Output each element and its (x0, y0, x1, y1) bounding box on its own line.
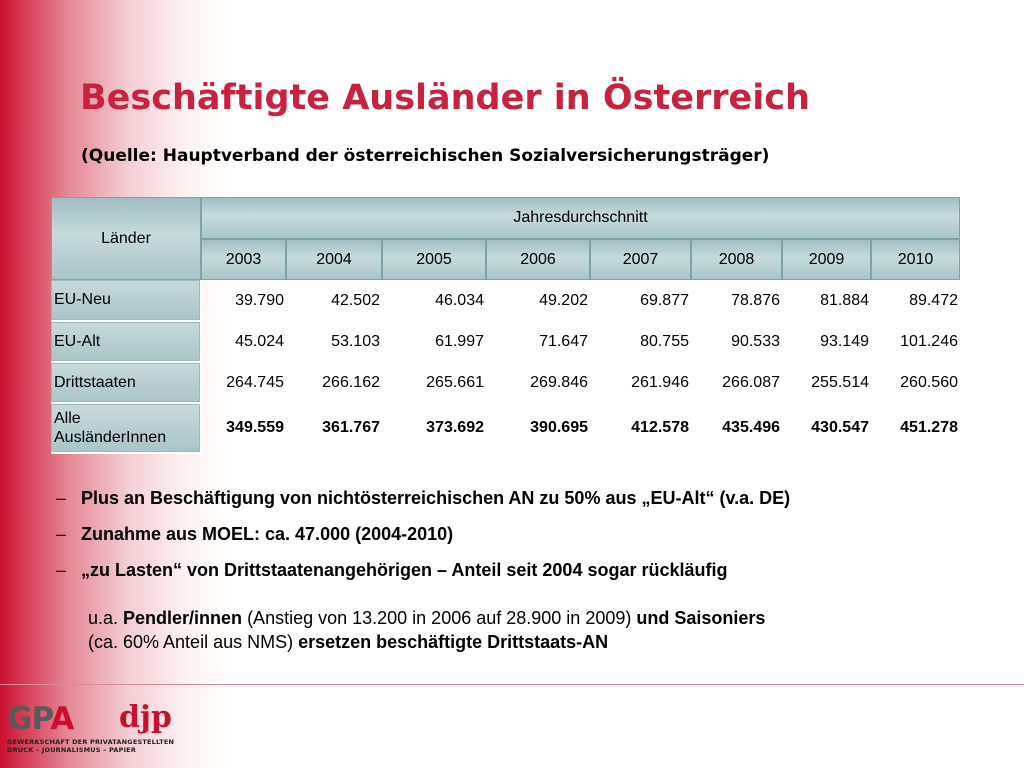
para-bold: ersetzen beschäftigte Drittstaats-AN (298, 632, 609, 652)
para-text: (ca. 60% Anteil aus NMS) (88, 632, 299, 652)
cell-value: 430.547 (811, 419, 869, 436)
row-label-line2: AusländerInnen (54, 429, 167, 446)
dash-bullet: – (56, 488, 67, 508)
gpa-wordmark: GPA (7, 704, 174, 735)
cell-value: 53.103 (331, 332, 380, 350)
table-row: EU-Neu 39.790 42.502 46.034 49.202 69.87… (51, 280, 960, 322)
row-label: EU-Neu (51, 280, 202, 322)
cell-value: 435.496 (722, 419, 780, 436)
cell-value: 264.745 (226, 373, 284, 391)
header-year: 2004 (286, 239, 382, 280)
djp-wordmark: djp (119, 700, 172, 735)
header-year: 2007 (590, 239, 691, 280)
table-row: EU-Alt 45.024 53.103 61.997 71.647 80.75… (51, 321, 960, 363)
row-label: EU-Alt (51, 321, 202, 363)
slide-title: Beschäftigte Ausländer in Österreich (80, 78, 810, 118)
table-row: Drittstaaten 264.745 266.162 265.661 269… (51, 362, 960, 404)
cell-value: 69.877 (640, 291, 689, 309)
cell-value: 266.162 (322, 373, 380, 391)
cell-value: 81.884 (820, 291, 869, 309)
employment-table: Länder Jahresdurchschnitt 2003 2004 2005… (51, 197, 960, 454)
para-bold: und Saisoniers (636, 608, 766, 628)
logo-subtitle-line1: GEWERKSCHAFT DER PRIVATANGESTELLTEN (7, 738, 175, 746)
logo-subtitle: GEWERKSCHAFT DER PRIVATANGESTELLTEN DRUC… (7, 738, 174, 754)
cell-value: 39.790 (235, 291, 284, 309)
cell-value: 361.767 (322, 419, 380, 436)
header-year: 2005 (382, 239, 486, 280)
cell-value: 45.024 (235, 332, 284, 350)
row-label: Alle AusländerInnen (51, 403, 202, 454)
sub-paragraph: u.a. Pendler/innen (Anstieg von 13.200 i… (88, 606, 765, 654)
cell-value: 71.647 (539, 332, 588, 350)
header-year: 2006 (486, 239, 590, 280)
cell-value: 269.846 (530, 373, 588, 391)
header-year: 2009 (782, 239, 871, 280)
cell-value: 412.578 (631, 419, 689, 436)
header-year: 2008 (691, 239, 782, 280)
cell-value: 61.997 (435, 332, 484, 350)
cell-value: 349.559 (226, 419, 284, 436)
logo-gp: GP (7, 701, 51, 737)
bullet-text: „zu Lasten“ von Drittstaatenangehörigen … (81, 560, 728, 580)
row-label: Drittstaaten (51, 362, 202, 404)
gpa-djp-logo: GPA djp GEWERKSCHAFT DER PRIVATANGESTELL… (7, 700, 174, 754)
cell-value: 255.514 (811, 373, 869, 391)
cell-value: 266.087 (722, 373, 780, 391)
cell-value: 90.533 (731, 332, 780, 350)
cell-value: 49.202 (539, 291, 588, 309)
cell-value: 42.502 (331, 291, 380, 309)
cell-value: 373.692 (426, 419, 484, 436)
header-year: 2010 (871, 239, 960, 280)
cell-value: 78.876 (731, 291, 780, 309)
dash-bullet: – (56, 524, 67, 544)
cell-value: 390.695 (530, 419, 588, 436)
cell-value: 46.034 (435, 291, 484, 309)
para-text: (Anstieg von 13.200 in 2006 auf 28.900 i… (242, 608, 637, 628)
row-label-line1: Alle (54, 410, 81, 427)
cell-value: 265.661 (426, 373, 484, 391)
header-annual-average: Jahresdurchschnitt (201, 197, 960, 239)
logo-subtitle-line2: DRUCK – JOURNALISMUS – PAPIER (7, 746, 137, 754)
para-text: u.a. (88, 608, 124, 628)
header-year: 2003 (201, 239, 286, 280)
cell-value: 93.149 (820, 332, 869, 350)
para-bold: Pendler/innen (123, 608, 243, 628)
bullet-text: Plus an Beschäftigung von nichtösterreic… (81, 488, 791, 508)
bullet-text: Zunahme aus MOEL: ca. 47.000 (2004-2010) (81, 524, 454, 544)
cell-value: 261.946 (631, 373, 689, 391)
cell-value: 260.560 (900, 373, 958, 391)
dash-bullet: – (56, 560, 67, 580)
footer-divider (0, 684, 1024, 685)
cell-value: 101.246 (900, 332, 958, 350)
cell-value: 451.278 (900, 419, 958, 436)
cell-value: 80.755 (640, 332, 689, 350)
slide-source: (Quelle: Hauptverband der österreichisch… (81, 146, 770, 166)
cell-value: 89.472 (909, 291, 958, 309)
logo-a: A (50, 701, 74, 737)
header-countries: Länder (51, 197, 201, 280)
table-row-total: Alle AusländerInnen 349.559 361.767 373.6… (51, 403, 960, 454)
